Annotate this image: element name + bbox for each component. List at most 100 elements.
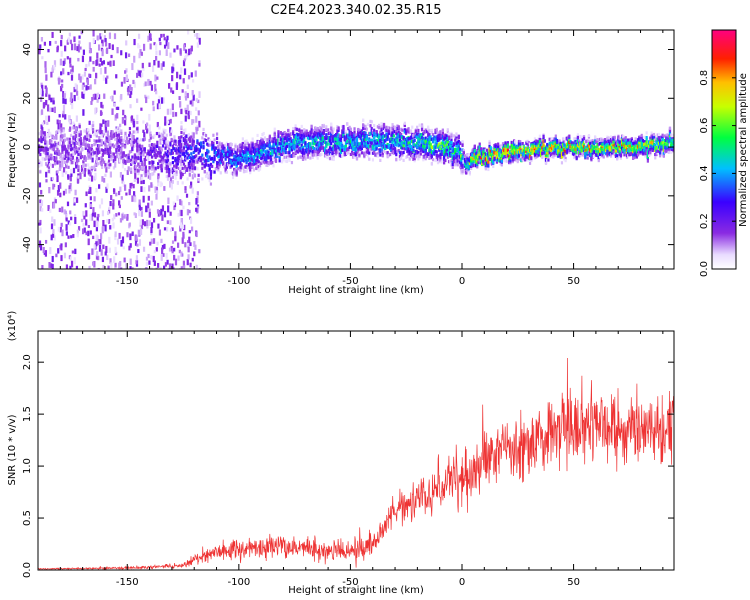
spectrogram-cell [154,144,157,148]
spectrogram-cell [416,141,419,145]
spectrogram-cell [113,256,116,263]
spectrogram-cell [52,143,55,147]
spectrogram-cell [223,164,226,169]
spectrogram-cell [104,139,107,143]
spectrogram-cell [446,155,449,159]
spectrogram-cell [212,133,215,137]
spectrogram-cell [284,159,287,163]
spectrogram-cell [71,161,74,165]
spectrogram-cell [91,97,94,102]
spectrogram-cell [500,150,503,154]
spectrogram-cell [321,138,324,142]
spectrogram-cell [268,143,271,148]
spectrogram-cell [316,156,319,160]
spectrogram-cell [471,164,474,168]
spectrogram-cell [90,169,93,173]
spectrogram-cell [514,157,517,161]
spectrogram-cell [83,227,86,233]
spectrogram-cell [429,152,432,157]
spectrogram-cell [269,146,273,150]
spectrogram-cell [74,217,77,224]
spectrogram-cell [71,250,74,254]
spectrogram-cell [163,141,166,145]
spectrogram-cell [515,158,518,162]
spectrogram-cell [337,136,340,141]
spectrogram-cell [423,140,426,145]
spectrogram-cell [81,74,84,80]
spectrogram-cell [178,96,181,101]
spectrogram-cell [477,146,480,150]
spectrogram-cell [330,148,333,152]
spectrogram-cell [142,151,145,155]
spectrogram-cell [425,138,429,142]
spectrogram-cell [494,152,497,156]
spectrogram-cell [420,136,424,140]
spectrogram-cell [171,167,174,171]
spectrogram-cell [135,260,138,265]
spectrogram-cell [332,147,335,151]
spectrogram-cell [56,175,59,183]
spectrogram-cell [479,147,483,151]
spectrogram-cell [539,149,543,154]
spectrogram-cell [287,151,290,155]
spectrogram-cell [245,156,248,160]
spectrogram-cell [100,134,103,139]
spectrogram-cell [316,127,319,131]
spectrogram-cell [231,158,235,163]
spectrogram-cell [119,137,122,141]
spectrogram-cell [233,170,236,174]
spectrogram-cell [267,156,270,160]
spectrogram-cell [61,160,64,168]
spectrogram-cell [373,143,376,147]
spectrogram-cell [140,51,143,56]
spectrogram-cell [65,165,68,169]
spectrogram-cell [85,191,88,197]
spectrogram-cell [169,132,172,137]
spectrogram-cell [69,186,73,192]
spectrogram-cell [73,94,76,102]
spectrogram-cell [121,154,124,159]
spectrogram-cell [527,145,530,149]
spectrogram-cell [409,136,413,140]
spectrogram-cell [509,149,512,153]
spectrogram-cell [123,257,126,263]
spectrogram-cell [114,137,117,141]
spectrogram-cell [65,231,69,236]
spectrogram-cell [109,201,112,207]
spectrogram-cell [384,146,387,150]
spectrogram-cell [299,155,302,159]
spectrogram-cell [539,144,543,148]
spectrogram-cell [217,145,220,149]
spectrogram-cell [101,176,104,182]
spectrogram-cell [196,207,199,214]
spectrogram-cell [107,152,111,156]
spectrogram-cell [137,229,140,236]
spectrogram-cell [384,143,387,148]
spectrogram-cell [348,131,351,135]
spectrogram-cell [290,142,294,146]
spectrogram-cell [111,95,114,102]
spectrogram-cell [47,158,51,162]
spectrogram-cell [422,132,425,136]
spectrogram-cell [292,142,295,146]
spectrogram-cell [59,58,63,66]
spectrogram-cell [147,95,150,99]
spectrogram-cell [278,156,281,160]
spectrogram-cell [215,160,219,165]
spectrogram-cell [135,235,138,241]
spectrogram-cell [50,71,53,78]
spectrogram-cell [521,149,524,153]
spectrogram-cell [138,199,141,205]
spectrogram-cell [190,45,193,52]
spectrogram-cell [484,157,487,161]
spectrogram-cell [439,134,442,139]
spectrogram-cell [187,254,190,260]
spectrogram-cell [42,147,46,151]
spectrogram-cell [124,119,127,126]
spectrogram-cell [148,150,151,154]
spectrogram-cell [181,152,184,156]
spectrogram-cell [332,134,335,138]
spectrogram-cell [431,137,435,141]
spectrogram-cell [489,146,492,150]
spectrogram-cell [98,129,101,133]
